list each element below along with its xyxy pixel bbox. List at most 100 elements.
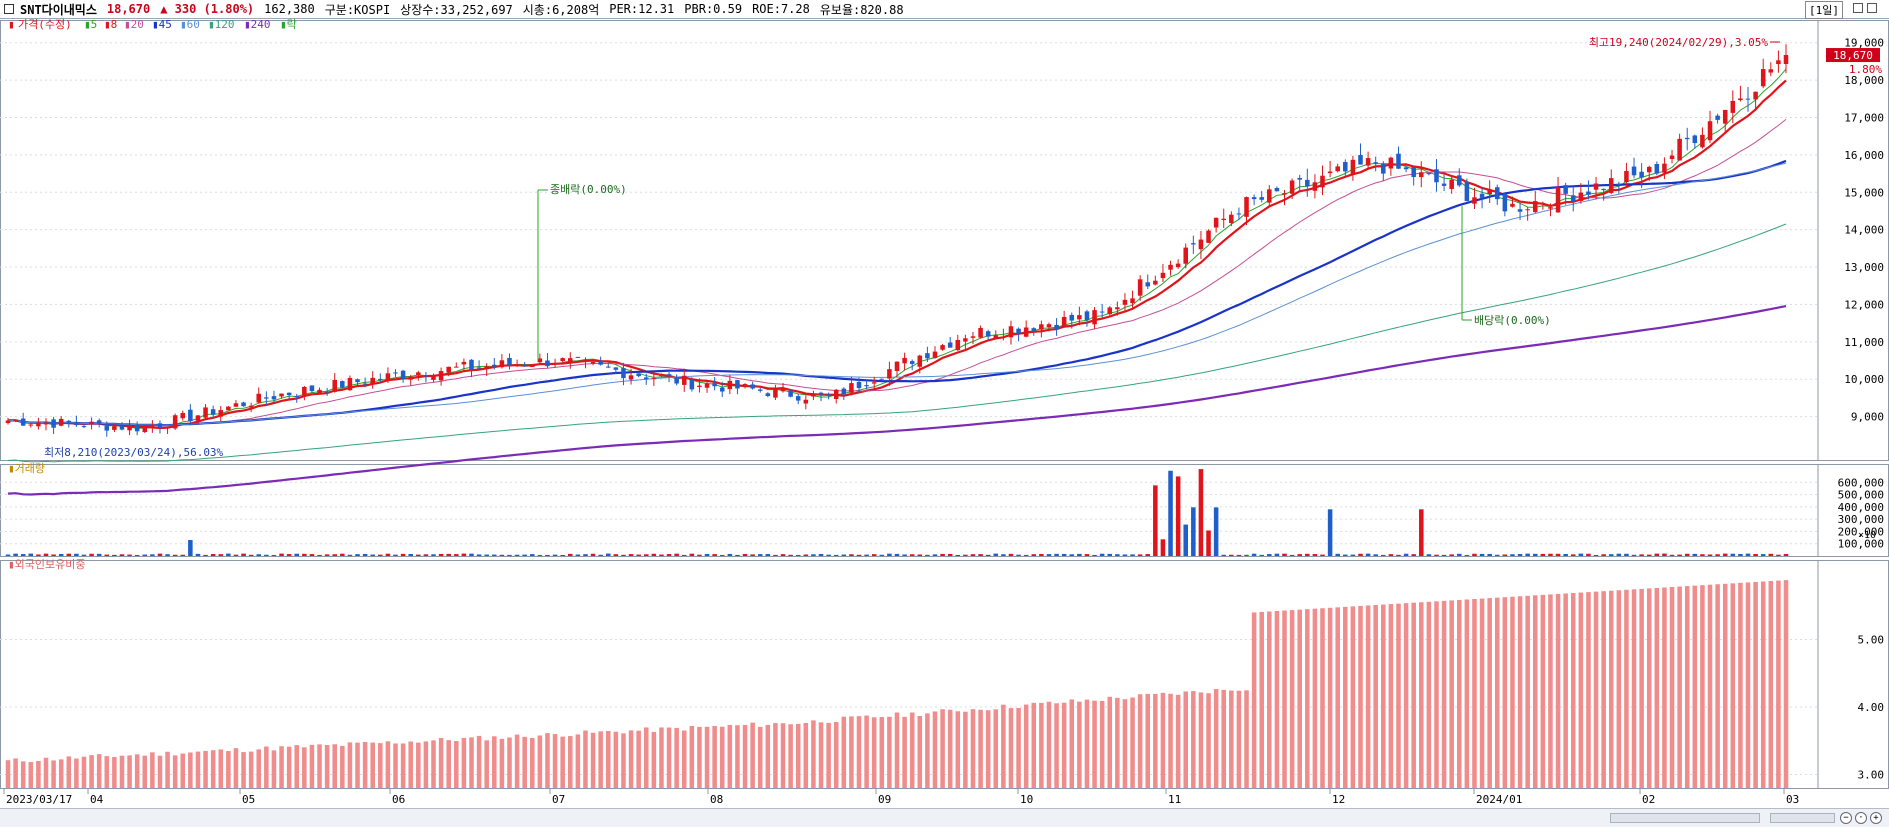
candle [112, 423, 117, 433]
candle-body [309, 385, 315, 392]
volume-bar [484, 554, 489, 556]
foreign-bar [157, 755, 163, 788]
stock-chart[interactable]: 9,000 10,000 11,000 12,000 13,000 14,000 15,00… [0, 18, 1889, 808]
candle [279, 393, 284, 399]
candle-body [385, 373, 391, 382]
candle-body [1532, 201, 1538, 213]
foreign-bar [203, 750, 208, 788]
candle [370, 371, 375, 389]
candle [1601, 188, 1606, 201]
candle-body [454, 366, 459, 368]
volume-bar [1783, 554, 1789, 556]
volume-tick-label: 400,000 [1838, 501, 1884, 514]
volume-bar [226, 553, 231, 556]
volume-bar [1282, 553, 1287, 556]
volume-bar [643, 554, 649, 556]
candle [1274, 186, 1280, 192]
foreign-bar [408, 741, 413, 788]
price-tick-label: 15,000 [1844, 186, 1884, 199]
candle-body [514, 364, 520, 367]
candle-body [233, 403, 239, 407]
candle [902, 352, 907, 371]
volume-bar [1768, 553, 1774, 556]
volume-bar [1031, 554, 1037, 556]
volume-bar [1677, 554, 1682, 556]
foreign-bar [1532, 595, 1538, 788]
x-tick-label: 08 [710, 793, 723, 806]
market-info: 구분:KOSPI [324, 2, 391, 17]
candle-body [1669, 155, 1675, 160]
foreign-bar [1289, 610, 1295, 788]
candle [5, 417, 11, 425]
legend-ma-240: ▮240 [244, 18, 271, 31]
candle-body [985, 331, 991, 337]
candle-body [530, 365, 535, 367]
candle [1282, 190, 1287, 206]
foreign-bar [871, 717, 877, 788]
candle-body [1616, 183, 1622, 185]
period-selector[interactable]: [1일] [1805, 1, 1843, 19]
candle-body [1662, 163, 1667, 173]
candle-body [1008, 326, 1014, 338]
candle-body [1396, 153, 1401, 169]
candle [58, 416, 64, 427]
volume-bar [773, 554, 778, 556]
candle [522, 361, 527, 367]
candle-body [1092, 310, 1097, 325]
candle-body [264, 397, 269, 399]
close-icon[interactable] [1867, 3, 1877, 13]
candle-body [279, 393, 284, 397]
price-tick-label: 11,000 [1844, 336, 1884, 349]
volume-bar [719, 554, 725, 556]
zoom-out-icon[interactable]: − [1840, 812, 1852, 824]
candle [1001, 328, 1006, 341]
candle-body [150, 426, 155, 428]
volume-bar [636, 554, 641, 556]
volume-bar [1411, 554, 1416, 556]
volume-bar [1115, 554, 1120, 556]
candle [689, 377, 695, 392]
foreign-bar [13, 758, 18, 788]
candle [362, 377, 368, 388]
zoom-in-icon[interactable]: + [1870, 812, 1882, 824]
foreign-bar [66, 756, 72, 788]
foreign-bar [492, 736, 497, 788]
volume-bar [849, 554, 854, 556]
foreign-bar [423, 741, 429, 788]
foreign-bar [795, 723, 801, 788]
minimize-icon[interactable] [1853, 3, 1863, 13]
volume-bar [621, 554, 626, 556]
volume-bar [5, 554, 11, 556]
x-tick-label: 09 [878, 793, 891, 806]
foreign-bar [302, 747, 307, 788]
candle [1236, 207, 1242, 220]
candle-body [74, 422, 79, 426]
candle-body [605, 366, 611, 368]
candle [1092, 307, 1097, 330]
candle-body [522, 364, 527, 367]
candle [727, 375, 733, 395]
candle [408, 374, 413, 386]
zoom-reset-icon[interactable]: · [1855, 812, 1867, 824]
volume-bar [856, 554, 862, 556]
header-checkbox[interactable] [4, 4, 14, 14]
foreign-bar [841, 716, 847, 788]
candle-body [370, 377, 375, 384]
shares-info: 상장수:33,252,697 [400, 2, 513, 17]
candle [1289, 178, 1295, 200]
candle-body [1023, 327, 1029, 337]
candle [1586, 180, 1591, 200]
scrollbar[interactable] [1610, 813, 1760, 823]
bottom-toolbar: − · + [0, 808, 1889, 827]
foreign-bar [811, 720, 816, 788]
volume-bar [1487, 553, 1492, 556]
candle [788, 389, 793, 398]
candle [1646, 165, 1652, 181]
volume-bar [347, 554, 353, 556]
foreign-bar [1555, 593, 1561, 788]
candle-body [902, 357, 907, 364]
foreign-bar [925, 713, 930, 788]
zoom-slider[interactable] [1770, 813, 1835, 823]
x-tick-label: 12 [1332, 793, 1345, 806]
foreign-bar [58, 759, 64, 788]
